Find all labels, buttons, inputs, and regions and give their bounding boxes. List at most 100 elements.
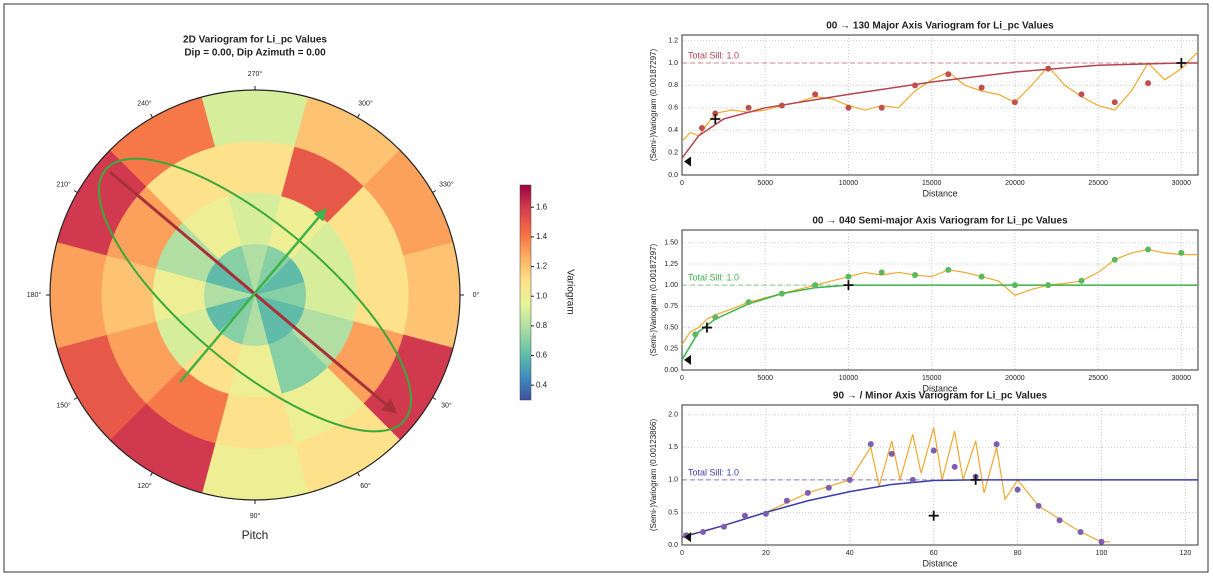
x-tick-label: 20000 — [1005, 180, 1025, 187]
theta-tick-label: 120° — [137, 482, 152, 490]
plus-marker — [710, 114, 721, 124]
experimental-point — [1045, 282, 1052, 289]
y-tick-label: 0.6 — [668, 105, 678, 112]
theta-tick-label: 330° — [439, 180, 454, 188]
theta-tick — [73, 397, 78, 400]
theta-tick-label: 210° — [56, 180, 71, 188]
theta-tick — [432, 397, 437, 400]
experimental-point — [783, 497, 790, 504]
x-tick-label: 15000 — [922, 375, 942, 382]
x-tick-label: 60 — [930, 550, 938, 557]
plus-marker — [1176, 58, 1187, 68]
experimental-point — [1035, 502, 1042, 509]
chart-title: 00 → 130 Major Axis Variogram for Li_pc … — [826, 21, 1054, 32]
minor-arrow — [179, 208, 327, 383]
theta-tick — [73, 190, 78, 193]
experimental-point — [699, 528, 706, 535]
field-cell — [214, 393, 296, 449]
y-tick-label: 0.8 — [668, 82, 678, 89]
y-tick-label: 0.0 — [668, 542, 678, 549]
polar-title: 2D Variogram for Li_pc Values — [183, 35, 327, 46]
triangle-marker — [684, 354, 691, 365]
x-tick-label: 80 — [1014, 550, 1022, 557]
field-cell — [214, 141, 296, 197]
field-cell — [49, 241, 107, 349]
theta-tick — [432, 190, 437, 193]
experimental-point — [1078, 277, 1085, 284]
experimental-point — [978, 273, 985, 280]
x-tick-label: 10000 — [839, 180, 859, 187]
experimental-point — [712, 314, 719, 321]
y-axis-label: (Semi-)Variogram (0.00123866) — [649, 418, 658, 531]
x-tick-label: 100 — [1096, 550, 1108, 557]
theta-tick — [150, 113, 153, 118]
colorbar-label: Variogram — [564, 269, 575, 314]
experimental-point — [1014, 486, 1021, 493]
y-tick-label: 1.00 — [664, 282, 678, 289]
experimental-point — [698, 124, 705, 131]
x-tick-label: 20 — [762, 550, 770, 557]
experimental-point — [867, 441, 874, 448]
experimental-point — [945, 71, 952, 78]
experimental-point — [812, 282, 819, 289]
plus-marker — [970, 474, 981, 485]
x-axis-label: Distance — [922, 558, 957, 568]
experimental-point — [912, 82, 919, 89]
plot-frame — [681, 34, 1199, 176]
triangle-marker — [684, 156, 691, 167]
experimental-point — [1011, 282, 1018, 289]
chart-title: 90 → / Minor Axis Variogram for Li_pc Va… — [833, 391, 1048, 402]
experimental-point — [1045, 65, 1052, 72]
experimental-point — [845, 104, 852, 111]
experimental-point — [978, 84, 985, 91]
y-tick-label: 1.2 — [668, 37, 678, 44]
experimental-point — [1111, 99, 1118, 106]
experimental-point — [720, 523, 727, 530]
plus-marker — [928, 510, 939, 521]
model-curve — [681, 62, 1198, 159]
polar-subtitle: Dip = 0.00, Dip Azimuth = 0.00 — [184, 48, 326, 59]
experimental-point — [745, 104, 752, 111]
y-tick-label: 1.25 — [664, 261, 678, 268]
plot-frame — [681, 229, 1199, 371]
x-tick-label: 10000 — [839, 375, 859, 382]
theta-tick-label: 90° — [250, 512, 261, 520]
x-tick-label: 5000 — [757, 375, 773, 382]
experimental-point — [945, 266, 952, 273]
x-tick-label: 15000 — [922, 180, 942, 187]
experimental-point — [1077, 528, 1084, 535]
experimental-point — [1078, 91, 1085, 98]
colorbar-tick-label: 1.0 — [536, 291, 548, 300]
y-tick-label: 1.0 — [668, 60, 678, 67]
x-tick-label: 120 — [1180, 550, 1192, 557]
y-tick-label: 0.5 — [668, 509, 678, 516]
experimental-point — [1145, 246, 1152, 253]
experimental-point — [1056, 517, 1063, 524]
experimental-point — [930, 447, 937, 454]
raw-variogram — [681, 51, 1199, 142]
x-axis-label: Distance — [922, 188, 957, 198]
field-cell — [353, 254, 409, 336]
experimental-point — [1111, 256, 1118, 263]
x-tick-label: 0 — [680, 375, 684, 382]
y-tick-label: 0.00 — [664, 367, 678, 374]
chart-title: 00 → 040 Semi-major Axis Variogram for L… — [812, 216, 1068, 227]
colorbar — [519, 184, 532, 401]
theta-tick — [357, 113, 360, 118]
x-tick-label: 30000 — [1172, 180, 1192, 187]
plus-marker — [843, 280, 854, 291]
x-tick-label: 5000 — [757, 180, 773, 187]
triangle-marker — [684, 532, 691, 543]
x-axis-label: Distance — [922, 383, 957, 393]
experimental-point — [804, 489, 811, 496]
x-tick-label: 0 — [680, 550, 684, 557]
y-tick-label: 0.0 — [668, 172, 678, 179]
x-tick-label: 20000 — [1005, 375, 1025, 382]
sill-label: Total Sill: 1.0 — [688, 467, 739, 477]
experimental-point — [812, 91, 819, 98]
field-cell — [201, 89, 309, 147]
model-curve — [681, 284, 1198, 361]
colorbar-tick-label: 0.6 — [536, 351, 548, 360]
colorbar-tick-label: 1.6 — [536, 202, 548, 211]
y-tick-label: 0.2 — [668, 149, 678, 156]
